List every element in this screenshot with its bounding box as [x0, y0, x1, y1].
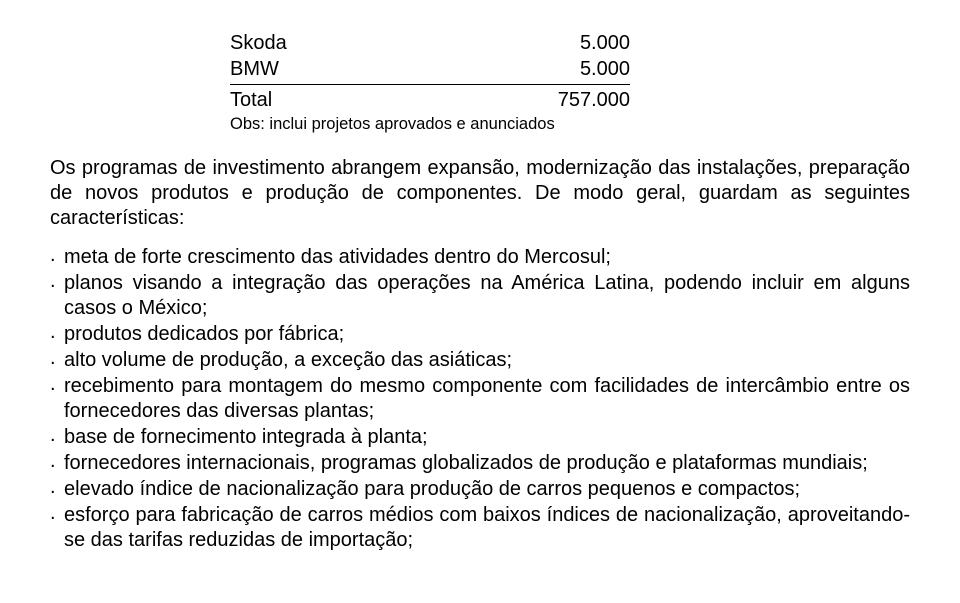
- table-total-row: Total 757.000: [230, 87, 630, 113]
- row-value: 5.000: [580, 30, 630, 56]
- list-item: meta de forte crescimento das atividades…: [50, 245, 910, 270]
- row-label: BMW: [230, 56, 279, 82]
- table-row: Skoda 5.000: [230, 30, 630, 56]
- table-divider: [230, 84, 630, 85]
- list-item: fornecedores internacionais, programas g…: [50, 451, 910, 476]
- list-item: elevado índice de nacionalização para pr…: [50, 477, 910, 502]
- list-item: recebimento para montagem do mesmo compo…: [50, 374, 910, 424]
- list-item: esforço para fabricação de carros médios…: [50, 503, 910, 553]
- bullet-list: meta de forte crescimento das atividades…: [50, 245, 910, 553]
- total-value: 757.000: [558, 87, 630, 113]
- list-item: base de fornecimento integrada à planta;: [50, 425, 910, 450]
- summary-table: Skoda 5.000 BMW 5.000 Total 757.000 Obs:…: [230, 30, 630, 134]
- paragraph-text: Os programas de investimento abrangem ex…: [50, 157, 910, 204]
- table-row: BMW 5.000: [230, 56, 630, 82]
- table-obs: Obs: inclui projetos aprovados e anuncia…: [230, 115, 630, 134]
- row-label: Skoda: [230, 30, 287, 56]
- list-item: alto volume de produção, a exceção das a…: [50, 348, 910, 373]
- characteristics-word: características:: [50, 207, 184, 229]
- intro-paragraph: Os programas de investimento abrangem ex…: [50, 156, 910, 231]
- row-value: 5.000: [580, 56, 630, 82]
- total-label: Total: [230, 87, 272, 113]
- list-item: planos visando a integração das operaçõe…: [50, 271, 910, 321]
- list-item: produtos dedicados por fábrica;: [50, 322, 910, 347]
